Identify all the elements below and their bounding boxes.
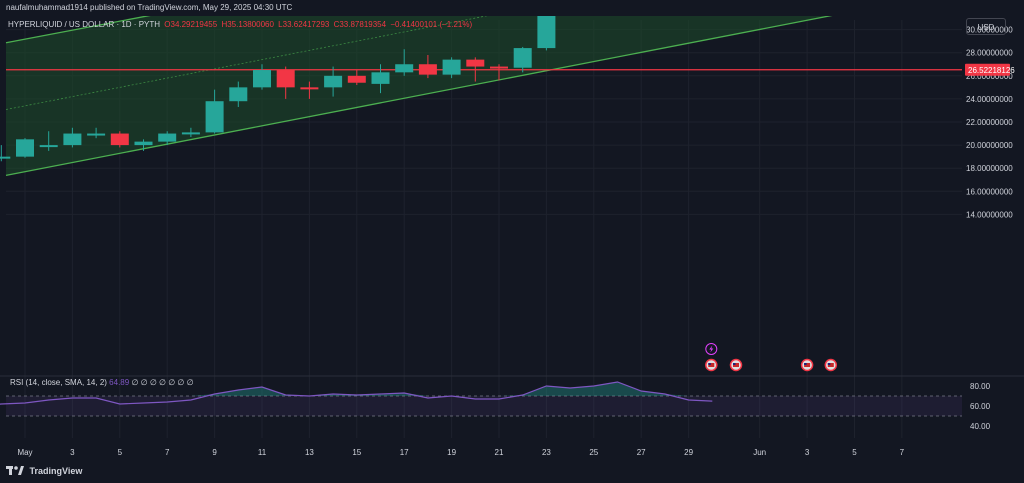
x-tick-label: 27 xyxy=(637,448,646,457)
rsi-line xyxy=(0,381,713,405)
x-tick-label: 29 xyxy=(684,448,693,457)
us-flag-canton xyxy=(733,363,736,365)
symbol-name: HYPERLIQUID / US DOLLAR · 1D · PYTH xyxy=(8,20,161,29)
x-tick-label: Jun xyxy=(753,448,766,457)
x-tick-label: 5 xyxy=(852,448,857,457)
footer-brand: TradingView xyxy=(29,466,83,476)
x-tick-label: May xyxy=(17,448,32,457)
lightning-icon-glyph xyxy=(709,345,714,353)
x-tick-label: 9 xyxy=(212,448,217,457)
us-flag-canton xyxy=(708,363,711,365)
candle-body-up xyxy=(181,132,200,135)
rsi-tick-label: 80.00 xyxy=(970,382,991,391)
us-flag-stripe xyxy=(733,363,739,367)
symbol-legend: HYPERLIQUID / US DOLLAR · 1D · PYTH O34.… xyxy=(8,20,474,29)
x-tick-label: 7 xyxy=(900,448,905,457)
tradingview-logo-icon xyxy=(6,466,24,477)
candle-body-up xyxy=(324,75,343,88)
candle-body-up xyxy=(205,101,224,133)
x-tick-label: 25 xyxy=(589,448,598,457)
x-tick-label: 17 xyxy=(400,448,409,457)
candle-body-up xyxy=(134,141,153,146)
candle-body-down xyxy=(347,75,366,83)
y-tick-label: 14.00000000 xyxy=(966,210,1013,219)
candle-body-up xyxy=(513,48,532,68)
rsi-placeholders: ∅ ∅ ∅ ∅ ∅ ∅ ∅ xyxy=(131,378,194,387)
candle-body-up xyxy=(63,133,82,146)
candle-body-down xyxy=(490,66,508,69)
us-flag-stripe xyxy=(708,363,715,367)
y-tick-label: 24.00000000 xyxy=(966,95,1013,104)
candle-body-down xyxy=(418,64,437,75)
rsi-label: RSI (14, close, SMA, 14, 2) xyxy=(10,378,107,387)
rsi-band xyxy=(6,396,962,416)
us-flag-stripe xyxy=(804,363,811,367)
candle-body-down xyxy=(276,70,295,88)
open-value: O34.29219455 xyxy=(164,20,218,29)
x-tick-label: 21 xyxy=(495,448,504,457)
change-value: −0.41400101 (−1.21%) xyxy=(390,20,473,29)
y-tick-label: 26.00000000 xyxy=(966,72,1013,81)
tradingview-footer[interactable]: TradingView xyxy=(6,466,82,477)
candle-body-up xyxy=(16,139,34,157)
close-value: C33.87819354 xyxy=(333,20,387,29)
rsi-tick-label: 60.00 xyxy=(970,402,991,411)
us-flag-canton xyxy=(804,363,807,365)
candle-body-up xyxy=(442,59,461,75)
y-tick-label: 22.00000000 xyxy=(966,118,1013,127)
rsi-legend: RSI (14, close, SMA, 14, 2) 64.89 ∅ ∅ ∅ … xyxy=(10,378,194,387)
us-flag-stripe xyxy=(827,363,834,367)
low-value: L33.62417293 xyxy=(278,20,330,29)
x-tick-label: 7 xyxy=(165,448,170,457)
candle-body-up xyxy=(229,87,248,102)
published-header: naufalmuhammad1914 published on TradingV… xyxy=(0,0,1024,16)
x-tick-label: 23 xyxy=(542,448,551,457)
support-price-tag-bg xyxy=(965,63,1010,76)
currency-button[interactable]: USD xyxy=(966,18,1006,35)
x-tick-label: 5 xyxy=(118,448,123,457)
candle-body-up xyxy=(87,133,106,136)
rsi-value: 64.89 xyxy=(109,378,130,387)
x-tick-label: 19 xyxy=(447,448,456,457)
rsi-overbought-fill xyxy=(0,382,713,396)
channel-lower-line xyxy=(5,0,916,177)
support-price-tag: 26.52218126 xyxy=(968,66,1015,75)
high-value: H35.13800060 xyxy=(221,20,274,29)
x-tick-label: 15 xyxy=(352,448,361,457)
candle-body-down xyxy=(466,59,485,67)
x-tick-label: 13 xyxy=(305,448,314,457)
y-tick-label: 28.00000000 xyxy=(966,49,1013,58)
y-tick-label: 18.00000000 xyxy=(966,164,1013,173)
us-flag-canton xyxy=(827,363,831,365)
published-line: naufalmuhammad1914 published on TradingV… xyxy=(6,3,293,12)
candle-body-up xyxy=(0,156,11,159)
x-tick-label: 3 xyxy=(805,448,810,457)
candle-body-up xyxy=(39,145,58,148)
candle-body-up xyxy=(371,72,390,84)
candle-body-up xyxy=(158,133,177,142)
candle-body-up xyxy=(395,64,414,73)
y-tick-label: 30.00000000 xyxy=(966,26,1013,35)
candle-body-down xyxy=(300,87,319,90)
y-tick-label: 16.00000000 xyxy=(966,187,1013,196)
candle-body-up xyxy=(253,70,271,88)
y-tick-label: 20.00000000 xyxy=(966,141,1013,150)
x-tick-label: 3 xyxy=(70,448,75,457)
x-tick-label: 11 xyxy=(258,448,267,457)
rsi-tick-label: 40.00 xyxy=(970,422,991,431)
candle-body-down xyxy=(110,133,129,146)
